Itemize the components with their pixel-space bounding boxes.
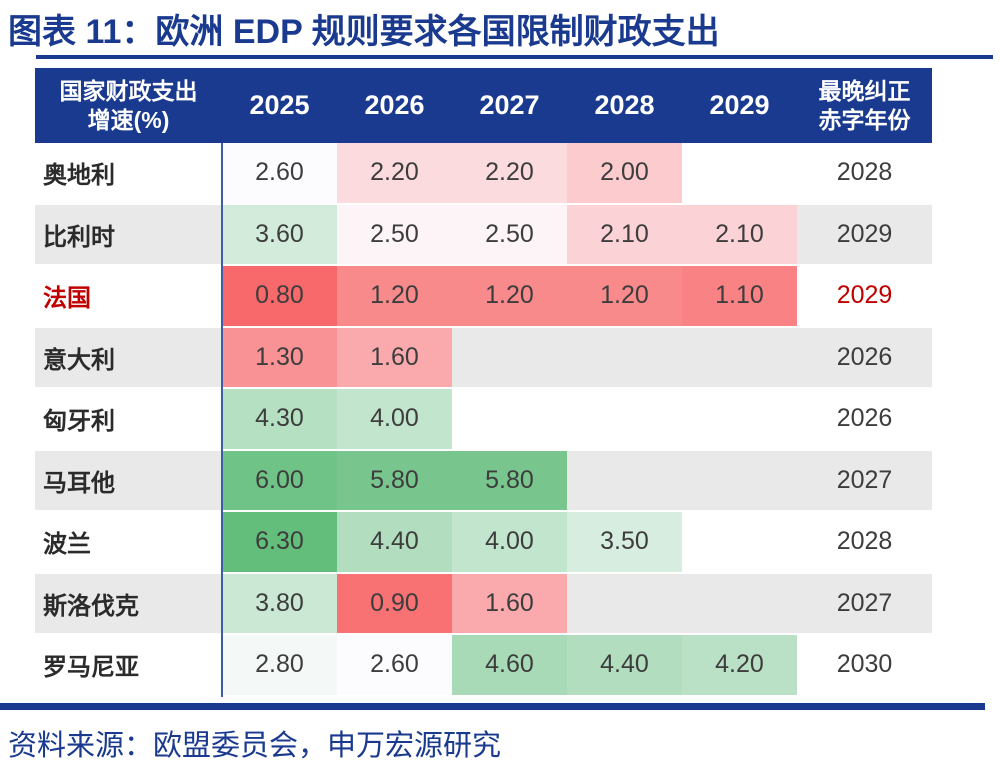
fiscal-table: 国家财政支出 增速(%) 2025 2026 2027 2028 2029 最晚纠正 赤… [35,68,932,697]
value-cell: 4.60 [452,635,567,695]
value-cell [682,451,797,511]
country-cell: 马耳他 [43,469,115,497]
value-cell: 1.20 [337,266,452,326]
value-cell: 2.50 [337,204,452,264]
deadline-cell: 2027 [836,588,893,617]
value-cell: 4.40 [567,635,682,695]
value-cell: 2.10 [682,204,797,264]
country-cell: 法国 [43,285,91,313]
value-cell: 1.30 [222,327,337,387]
header-years: 2025 2026 2027 2028 2029 [222,68,797,143]
country-cell: 比利时 [43,223,115,251]
value-cell: 6.30 [222,512,337,572]
header-year: 2025 [249,90,310,120]
value-cell: 1.20 [452,266,567,326]
value-cell: 4.20 [682,635,797,695]
value-cell: 1.60 [337,327,452,387]
value-cell: 2.10 [567,204,682,264]
table-row: 罗马尼亚 2.80 2.60 4.60 4.40 4.20 2030 [35,635,932,697]
table-row: 马耳他 6.00 5.80 5.80 2027 [35,450,932,512]
value-cell: 4.30 [222,389,337,449]
header-deadline-line2: 赤字年份 [818,106,911,133]
value-cell: 6.00 [222,450,337,510]
value-cell: 2.20 [452,143,567,203]
table-row: 匈牙利 4.30 4.00 2026 [35,389,932,451]
value-cell: 3.60 [222,204,337,264]
value-cell: 1.10 [682,266,797,326]
table-header-row: 国家财政支出 增速(%) 2025 2026 2027 2028 2029 最晚纠正 赤… [35,68,932,143]
value-cell: 2.60 [222,143,337,203]
deadline-cell: 2029 [836,281,893,310]
header-country-line1: 国家财政支出 [59,77,198,104]
value-cell: 2.50 [452,204,567,264]
value-cell: 2.80 [222,635,337,695]
country-cell: 斯洛伐克 [43,592,139,620]
table-row: 奥地利 2.60 2.20 2.20 2.00 2028 [35,143,932,205]
country-cell: 匈牙利 [43,408,115,436]
header-year: 2026 [364,90,425,120]
value-cell: 1.20 [567,266,682,326]
column-divider-line [221,143,223,697]
value-cell [682,512,797,572]
header-deadline-line1: 最晚纠正 [818,77,911,104]
value-cell [682,328,797,388]
table-row: 法国 0.80 1.20 1.20 1.20 1.10 2029 [35,266,932,328]
country-cell: 意大利 [43,346,115,374]
value-cell: 4.00 [452,512,567,572]
header-country-line2: 增速(%) [87,106,170,133]
page-title: 图表 11：欧洲 EDP 规则要求各国限制财政支出 [8,13,720,51]
table-body: 奥地利 2.60 2.20 2.20 2.00 2028 比利时 3.60 2.50 2.50 2.… [35,143,932,697]
value-cell [567,574,682,634]
header-year: 2029 [709,90,770,120]
value-cell: 2.20 [337,143,452,203]
deadline-cell: 2028 [836,158,893,187]
value-cell: 0.80 [222,266,337,326]
header-country-label: 国家财政支出 增速(%) [35,68,222,143]
table-row: 波兰 6.30 4.40 4.00 3.50 2028 [35,512,932,574]
table-row: 斯洛伐克 3.80 0.90 1.60 2027 [35,573,932,635]
value-cell: 2.00 [567,143,682,203]
value-cell: 0.90 [337,573,452,633]
header-deadline-label: 最晚纠正 赤字年份 [797,68,932,143]
table-row: 比利时 3.60 2.50 2.50 2.10 2.10 2029 [35,204,932,266]
deadline-cell: 2030 [836,650,893,679]
header-year: 2027 [479,90,540,120]
value-cell [567,328,682,388]
value-cell: 4.00 [337,389,452,449]
header-year: 2028 [594,90,655,120]
value-cell [452,328,567,388]
value-cell: 1.60 [452,573,567,633]
value-cell: 3.50 [567,512,682,572]
deadline-cell: 2026 [836,404,893,433]
value-cell [682,389,797,449]
value-cell: 2.60 [337,635,452,695]
value-cell [567,451,682,511]
value-cell: 4.40 [337,512,452,572]
value-cell: 3.80 [222,573,337,633]
deadline-cell: 2028 [836,527,893,556]
value-cell [452,389,567,449]
value-cell: 5.80 [337,450,452,510]
country-cell: 奥地利 [43,162,115,190]
deadline-cell: 2029 [836,219,893,248]
value-cell [682,143,797,203]
title-underline [36,55,993,59]
country-cell: 波兰 [43,531,91,559]
value-cell: 5.80 [452,450,567,510]
deadline-cell: 2026 [836,342,893,371]
deadline-cell: 2027 [836,465,893,494]
footer-divider [0,703,985,710]
source-note: 资料来源：欧盟委员会，申万宏源研究 [8,730,502,762]
country-cell: 罗马尼亚 [43,654,139,682]
value-cell [567,389,682,449]
table-row: 意大利 1.30 1.60 2026 [35,327,932,389]
value-cell [682,574,797,634]
